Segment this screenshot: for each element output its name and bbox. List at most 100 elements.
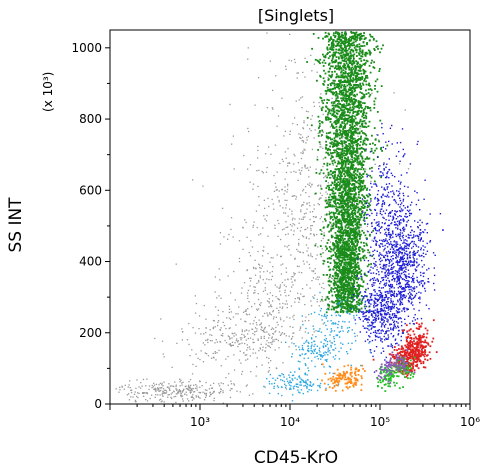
scatter-point bbox=[344, 70, 347, 73]
scatter-point bbox=[328, 210, 330, 213]
scatter-point bbox=[329, 176, 331, 179]
scatter-point bbox=[341, 74, 344, 76]
scatter-point bbox=[333, 121, 336, 124]
scatter-point bbox=[366, 206, 369, 209]
scatter-point bbox=[324, 72, 327, 75]
scatter-point bbox=[341, 268, 343, 271]
scatter-point bbox=[211, 334, 213, 336]
scatter-point bbox=[350, 293, 352, 296]
scatter-point bbox=[342, 305, 344, 308]
scatter-point bbox=[319, 300, 322, 303]
scatter-point bbox=[317, 149, 319, 151]
scatter-point bbox=[291, 219, 294, 221]
scatter-point bbox=[337, 265, 339, 268]
scatter-point bbox=[350, 282, 353, 285]
scatter-point bbox=[313, 221, 315, 223]
scatter-point bbox=[329, 268, 332, 271]
scatter-point bbox=[327, 112, 330, 114]
scatter-point bbox=[362, 63, 365, 66]
scatter-point bbox=[345, 37, 347, 39]
scatter-point bbox=[356, 74, 358, 76]
scatter-point bbox=[265, 343, 267, 345]
scatter-point bbox=[231, 388, 233, 390]
scatter-point bbox=[326, 193, 328, 195]
scatter-point bbox=[339, 222, 342, 225]
scatter-point bbox=[351, 128, 354, 131]
scatter-point bbox=[304, 304, 306, 306]
scatter-point bbox=[268, 342, 270, 344]
scatter-point bbox=[141, 385, 143, 387]
scatter-point bbox=[136, 379, 138, 381]
scatter-point bbox=[175, 395, 177, 398]
scatter-point bbox=[352, 144, 355, 147]
scatter-point bbox=[319, 130, 321, 132]
scatter-point bbox=[158, 390, 160, 392]
scatter-point bbox=[424, 290, 427, 292]
scatter-point bbox=[369, 209, 372, 212]
scatter-point bbox=[358, 132, 361, 135]
scatter-point bbox=[361, 194, 364, 196]
scatter-point bbox=[337, 56, 340, 59]
scatter-point bbox=[347, 302, 349, 305]
scatter-point bbox=[354, 235, 357, 238]
scatter-point bbox=[289, 290, 292, 292]
scatter-point bbox=[241, 342, 243, 344]
scatter-point bbox=[126, 394, 129, 396]
scatter-point bbox=[334, 203, 337, 205]
scatter-point bbox=[353, 274, 356, 277]
scatter-point bbox=[340, 209, 343, 212]
scatter-point bbox=[356, 273, 358, 276]
scatter-point bbox=[367, 157, 370, 160]
scatter-point bbox=[158, 399, 161, 401]
scatter-point bbox=[191, 395, 193, 398]
scatter-point bbox=[359, 137, 362, 140]
scatter-point bbox=[299, 137, 301, 139]
scatter-point bbox=[155, 394, 157, 396]
scatter-point bbox=[321, 101, 323, 103]
scatter-point bbox=[334, 183, 336, 186]
scatter-point bbox=[354, 254, 357, 257]
scatter-point bbox=[315, 216, 317, 218]
scatter-point bbox=[258, 77, 260, 79]
scatter-point bbox=[344, 117, 346, 120]
scatter-point bbox=[342, 302, 345, 305]
scatter-point bbox=[199, 358, 201, 361]
scatter-point bbox=[354, 117, 357, 120]
scatter-point bbox=[160, 318, 162, 320]
scatter-point bbox=[338, 255, 340, 257]
scatter-point bbox=[355, 266, 357, 268]
scatter-point bbox=[343, 72, 346, 75]
scatter-point bbox=[302, 204, 304, 206]
scatter-point bbox=[278, 347, 280, 349]
scatter-point bbox=[369, 88, 372, 90]
scatter-point bbox=[336, 96, 339, 99]
scatter-point bbox=[238, 240, 241, 242]
scatter-point bbox=[329, 48, 332, 50]
scatter-point bbox=[341, 266, 344, 269]
scatter-point bbox=[278, 331, 281, 333]
scatter-point bbox=[261, 170, 263, 173]
scatter-point bbox=[263, 331, 265, 333]
scatter-point bbox=[366, 251, 369, 254]
scatter-point bbox=[274, 331, 276, 333]
scatter-point bbox=[343, 87, 346, 90]
scatter-point bbox=[313, 101, 315, 103]
scatter-point bbox=[267, 235, 269, 237]
scatter-point bbox=[350, 87, 353, 89]
scatter-point bbox=[162, 388, 165, 390]
scatter-point bbox=[243, 334, 245, 336]
scatter-point bbox=[364, 122, 367, 124]
scatter-point bbox=[282, 302, 284, 305]
scatter-point bbox=[361, 166, 363, 168]
scatter-point bbox=[325, 92, 328, 95]
scatter-point bbox=[301, 235, 304, 237]
scatter-point bbox=[270, 314, 272, 316]
scatter-point bbox=[350, 193, 353, 196]
scatter-point bbox=[331, 54, 334, 57]
scatter-point bbox=[305, 316, 307, 318]
scatter-point bbox=[348, 195, 351, 198]
scatter-point bbox=[338, 210, 340, 212]
scatter-point bbox=[368, 82, 370, 85]
scatter-point bbox=[338, 252, 340, 255]
scatter-point bbox=[324, 175, 326, 178]
